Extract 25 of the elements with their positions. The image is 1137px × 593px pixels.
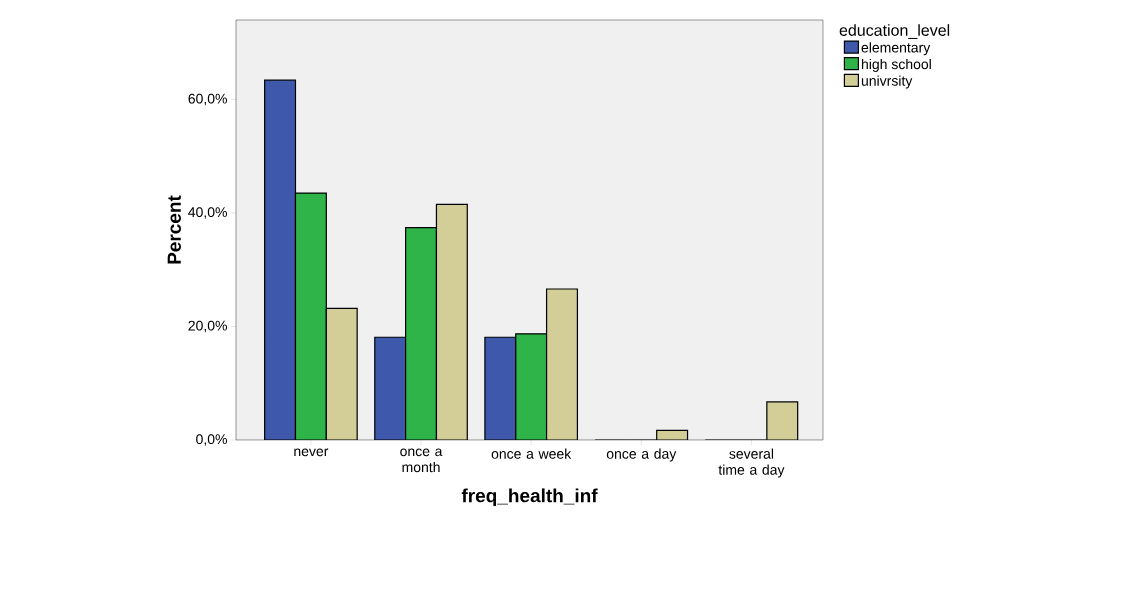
bar bbox=[405, 227, 437, 440]
y-tick-label: 0,0% bbox=[196, 434, 227, 446]
y-tick-label: 60,0% bbox=[188, 93, 227, 106]
legend-title: education_level bbox=[839, 24, 950, 39]
bar bbox=[436, 204, 468, 440]
bar bbox=[515, 333, 547, 440]
bar bbox=[546, 289, 578, 440]
bar bbox=[374, 337, 406, 440]
y-tick-label: 40,0% bbox=[188, 207, 227, 219]
x-tick-label: once a month bbox=[400, 448, 443, 473]
y-tick-label: 20,0% bbox=[188, 320, 227, 333]
bar bbox=[295, 193, 327, 440]
y-axis-title: Percent bbox=[167, 195, 181, 264]
bar bbox=[326, 308, 358, 440]
x-tick-label: once a week bbox=[491, 448, 572, 459]
x-tick-label: never bbox=[294, 448, 329, 457]
x-tick-label: once a day bbox=[606, 448, 677, 462]
x-tick-label: several time a day bbox=[718, 448, 785, 478]
legend-label: high school bbox=[861, 58, 931, 72]
bar bbox=[264, 80, 296, 440]
legend-label: elementary bbox=[861, 42, 931, 56]
legend-label: univrsity bbox=[861, 75, 913, 89]
bar bbox=[484, 337, 516, 440]
x-axis-title: freq_health_inf bbox=[461, 488, 598, 507]
bar bbox=[766, 401, 799, 440]
